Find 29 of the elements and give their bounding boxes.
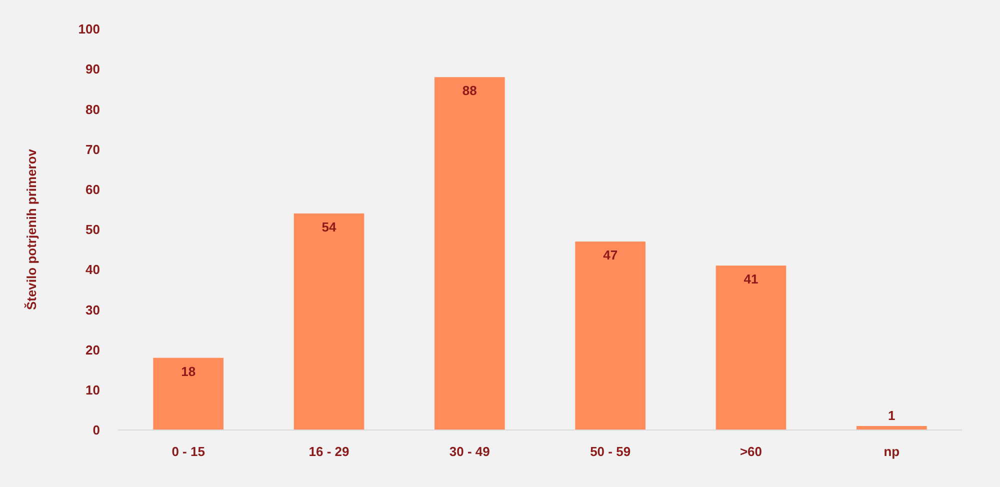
data-label: 18: [181, 364, 196, 379]
x-tick-label: 50 - 59: [590, 444, 631, 459]
x-tick-label: >60: [740, 444, 762, 459]
data-label: 54: [322, 219, 337, 234]
y-tick-label: 30: [86, 302, 100, 318]
data-label: 88: [462, 83, 477, 98]
bar: [575, 242, 646, 430]
y-tick-label: 0: [92, 422, 100, 438]
y-tick-label: 80: [86, 102, 100, 117]
data-label: 47: [603, 248, 618, 263]
x-tick-label: 0 - 15: [172, 444, 205, 459]
bar: [716, 266, 786, 430]
bar: [434, 77, 505, 430]
data-label: 41: [744, 272, 758, 287]
bar: [294, 213, 364, 430]
bar: [153, 358, 224, 430]
x-tick-label: np: [884, 444, 900, 459]
x-tick-label: 30 - 49: [449, 444, 490, 459]
y-tick-label: 90: [86, 62, 100, 77]
y-tick-label: 50: [86, 222, 100, 238]
data-label: 1: [888, 408, 896, 423]
y-tick-label: 60: [86, 182, 100, 197]
y-tick-label: 40: [86, 262, 100, 278]
y-axis-title: Število potrjenih primerov: [24, 148, 39, 310]
x-tick-label: 16 - 29: [308, 444, 350, 459]
y-tick-label: 20: [86, 342, 100, 358]
y-tick-label: 70: [86, 142, 100, 157]
y-tick-label: 10: [86, 382, 100, 398]
y-tick-label: 100: [78, 22, 100, 37]
